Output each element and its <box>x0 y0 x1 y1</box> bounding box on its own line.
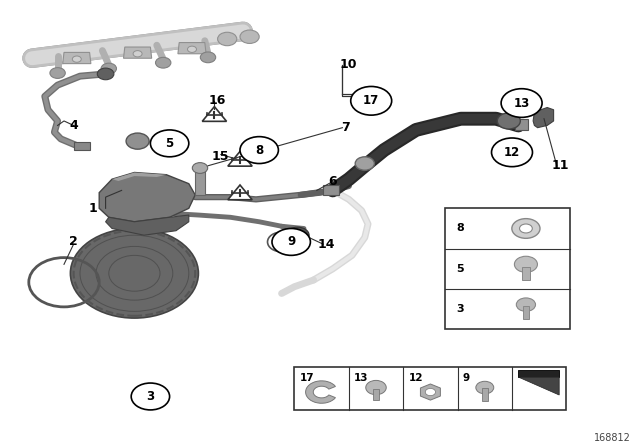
Text: 5: 5 <box>456 264 464 274</box>
Bar <box>523 306 529 319</box>
Circle shape <box>492 138 532 167</box>
Polygon shape <box>228 151 252 166</box>
Polygon shape <box>518 370 559 377</box>
Text: 16: 16 <box>209 94 227 108</box>
Circle shape <box>355 157 374 170</box>
Circle shape <box>133 51 142 57</box>
Polygon shape <box>63 52 91 64</box>
Circle shape <box>70 228 198 318</box>
Circle shape <box>72 56 81 62</box>
Bar <box>323 185 339 195</box>
Text: 15: 15 <box>212 150 230 164</box>
Circle shape <box>188 46 196 52</box>
Polygon shape <box>518 377 559 395</box>
Text: 10: 10 <box>340 58 358 72</box>
Circle shape <box>150 130 189 157</box>
Circle shape <box>218 32 237 46</box>
Text: 14: 14 <box>317 237 335 251</box>
Text: 4: 4 <box>69 119 78 132</box>
Bar <box>522 267 530 280</box>
Text: 11: 11 <box>551 159 569 172</box>
Polygon shape <box>202 107 227 121</box>
Text: 13: 13 <box>354 373 369 383</box>
Text: 1: 1 <box>88 202 97 215</box>
Circle shape <box>497 113 520 129</box>
Text: 9: 9 <box>463 373 470 383</box>
Polygon shape <box>228 185 252 200</box>
Circle shape <box>425 388 435 396</box>
Circle shape <box>272 228 310 255</box>
Polygon shape <box>533 108 554 128</box>
Text: 6: 6 <box>328 175 337 188</box>
Text: 17: 17 <box>300 373 314 383</box>
Text: 7: 7 <box>341 121 350 134</box>
Circle shape <box>515 256 538 272</box>
Text: 12: 12 <box>408 373 423 383</box>
Polygon shape <box>178 43 206 54</box>
Bar <box>372 389 380 400</box>
Text: 2: 2 <box>69 235 78 249</box>
Polygon shape <box>420 384 440 400</box>
Circle shape <box>200 52 216 63</box>
Text: 17: 17 <box>363 94 380 108</box>
Circle shape <box>192 163 208 173</box>
Polygon shape <box>112 172 166 181</box>
Circle shape <box>50 68 65 78</box>
Wedge shape <box>306 381 335 403</box>
Circle shape <box>286 227 309 243</box>
Bar <box>515 119 528 130</box>
Circle shape <box>156 57 171 68</box>
Text: 9: 9 <box>287 235 295 249</box>
Circle shape <box>240 30 259 43</box>
Bar <box>482 388 488 401</box>
Bar <box>195 170 205 195</box>
Circle shape <box>520 224 532 233</box>
Circle shape <box>101 63 116 74</box>
Circle shape <box>131 383 170 410</box>
Text: 13: 13 <box>513 96 530 110</box>
Circle shape <box>240 137 278 164</box>
Circle shape <box>476 381 494 394</box>
Text: 3: 3 <box>147 390 154 403</box>
Circle shape <box>97 68 114 80</box>
Circle shape <box>351 86 392 115</box>
Text: 12: 12 <box>504 146 520 159</box>
Bar <box>74 142 90 150</box>
Text: 8: 8 <box>456 224 464 233</box>
Text: 168812: 168812 <box>593 433 630 443</box>
Circle shape <box>516 298 536 311</box>
Circle shape <box>501 89 542 117</box>
Text: 8: 8 <box>255 143 263 157</box>
Polygon shape <box>106 215 189 235</box>
Bar <box>294 367 566 410</box>
Polygon shape <box>124 47 152 58</box>
Circle shape <box>126 133 149 149</box>
Circle shape <box>512 219 540 238</box>
Polygon shape <box>99 172 195 222</box>
Circle shape <box>366 380 387 395</box>
Bar <box>445 208 570 329</box>
Text: 3: 3 <box>456 304 464 314</box>
Text: 5: 5 <box>166 137 173 150</box>
